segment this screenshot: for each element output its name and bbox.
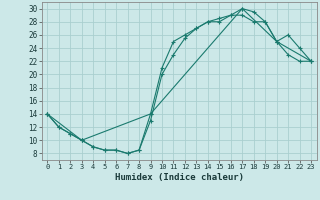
X-axis label: Humidex (Indice chaleur): Humidex (Indice chaleur) (115, 173, 244, 182)
